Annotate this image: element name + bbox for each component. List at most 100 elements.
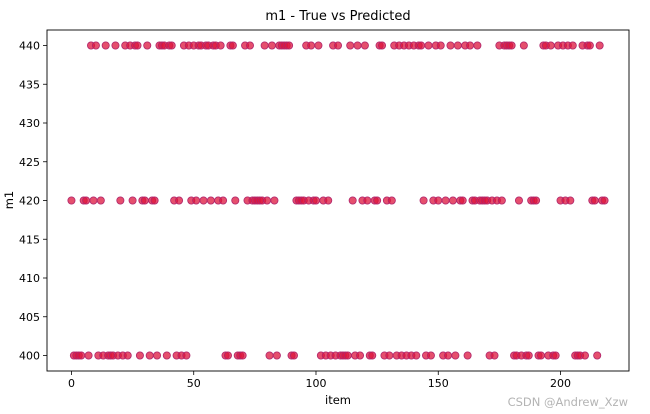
data-point [466, 41, 475, 50]
x-tick-label: 200 [550, 377, 571, 390]
data-point [448, 196, 457, 205]
data-point [260, 41, 269, 50]
data-point [267, 41, 276, 50]
data-point [216, 41, 225, 50]
data-point [285, 41, 294, 50]
data-point [546, 41, 555, 50]
data-point [324, 196, 333, 205]
y-tick-label: 440 [19, 40, 40, 53]
y-tick-label: 405 [19, 311, 40, 324]
data-point [162, 351, 171, 360]
data-point [519, 41, 528, 50]
data-point [263, 196, 272, 205]
x-tick-label: 0 [68, 377, 75, 390]
y-tick-label: 430 [19, 117, 40, 130]
y-axis-ticks: 400 405 410 415 420 425 430 435 440 [19, 40, 47, 363]
data-point [536, 351, 545, 360]
data-point [96, 196, 105, 205]
y-tick-label: 425 [19, 156, 40, 169]
data-point [116, 196, 125, 205]
data-point [412, 351, 421, 360]
data-point [363, 196, 372, 205]
data-point [245, 41, 254, 50]
data-point [446, 41, 455, 50]
data-point [143, 41, 152, 50]
data-point [153, 351, 162, 360]
x-tick-label: 150 [428, 377, 449, 390]
data-point [135, 351, 144, 360]
data-point [451, 351, 460, 360]
data-point [89, 196, 98, 205]
data-point [231, 196, 240, 205]
data-point [192, 196, 201, 205]
data-point [199, 196, 208, 205]
data-point [378, 41, 387, 50]
data-point [307, 41, 316, 50]
y-tick-label: 400 [19, 350, 40, 363]
data-point [590, 196, 599, 205]
data-point [385, 351, 394, 360]
data-point [82, 196, 91, 205]
data-point [463, 351, 472, 360]
data-point [368, 351, 377, 360]
data-point [333, 41, 342, 50]
y-axis-label: m1 [2, 191, 16, 210]
data-point [417, 41, 426, 50]
data-point [238, 351, 247, 360]
data-point [532, 196, 541, 205]
data-point [265, 351, 274, 360]
data-point [568, 41, 577, 50]
data-point [436, 41, 445, 50]
data-point [77, 351, 86, 360]
data-point [593, 351, 602, 360]
data-point [219, 196, 228, 205]
data-point [128, 196, 137, 205]
data-point [343, 351, 352, 360]
data-point [150, 196, 159, 205]
data-point [419, 196, 428, 205]
data-point [133, 41, 142, 50]
data-point [585, 41, 594, 50]
data-point [348, 196, 357, 205]
watermark-text: CSDN @Andrew_Xzw [507, 395, 628, 409]
data-point [123, 351, 132, 360]
data-point [111, 41, 120, 50]
y-tick-label: 435 [19, 78, 40, 91]
data-point [441, 196, 450, 205]
data-point [182, 351, 191, 360]
scatter-points [67, 41, 609, 360]
data-point [101, 41, 110, 50]
data-point [424, 41, 433, 50]
data-point [490, 351, 499, 360]
data-point [167, 41, 176, 50]
data-point [600, 196, 609, 205]
data-point [346, 41, 355, 50]
data-point [84, 351, 93, 360]
x-axis-ticks: 0 50 100 150 200 [68, 371, 571, 390]
y-tick-label: 410 [19, 272, 40, 285]
data-point [67, 196, 76, 205]
y-tick-label: 415 [19, 233, 40, 246]
data-point [206, 196, 215, 205]
data-point [373, 196, 382, 205]
data-point [497, 196, 506, 205]
data-point [360, 41, 369, 50]
data-point [387, 196, 396, 205]
data-point [270, 196, 279, 205]
data-point [145, 351, 154, 360]
data-point [458, 196, 467, 205]
data-point [223, 351, 232, 360]
chart-title: m1 - True vs Predicted [265, 9, 410, 24]
data-point [140, 196, 149, 205]
data-point [507, 41, 516, 50]
data-point [434, 196, 443, 205]
data-point [289, 351, 298, 360]
data-point [311, 196, 320, 205]
data-point [524, 351, 533, 360]
data-point [473, 41, 482, 50]
data-point [426, 351, 435, 360]
data-point [91, 41, 100, 50]
data-point [566, 196, 575, 205]
data-point [453, 41, 462, 50]
